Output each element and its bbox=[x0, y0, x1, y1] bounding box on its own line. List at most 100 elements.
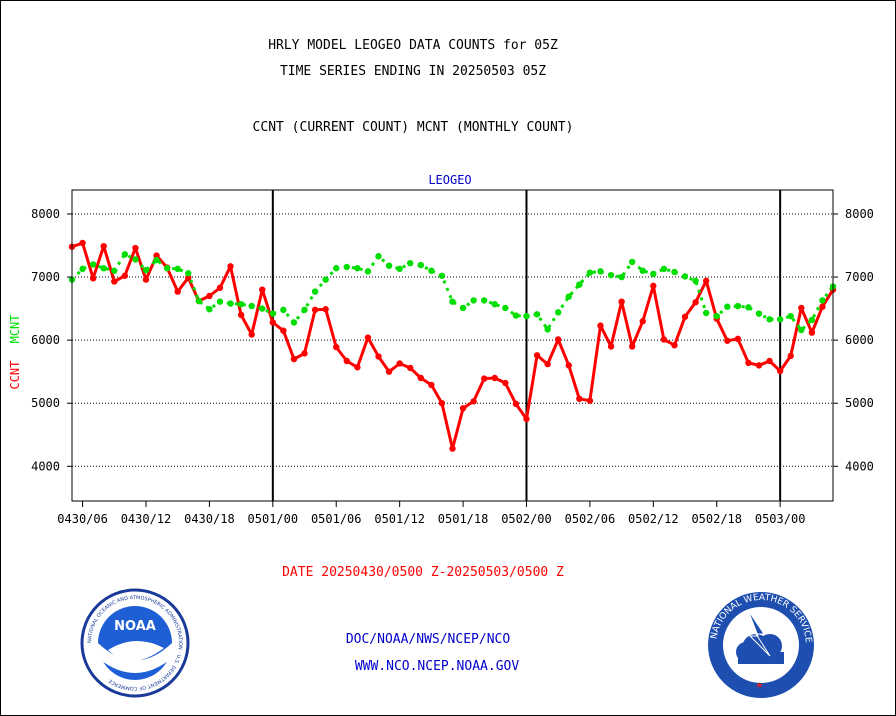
x-tick-label: 0501/18 bbox=[438, 512, 489, 526]
data-point-ccnt bbox=[459, 405, 467, 412]
data-point-mcnt bbox=[333, 265, 340, 272]
data-point-ccnt bbox=[650, 282, 657, 290]
data-point-mcnt bbox=[385, 262, 393, 269]
data-point-ccnt bbox=[354, 364, 361, 371]
data-point-ccnt bbox=[702, 277, 710, 285]
data-point-mcnt bbox=[639, 267, 646, 274]
data-point-ccnt bbox=[333, 343, 340, 351]
data-point-mcnt bbox=[227, 300, 234, 307]
data-point-mcnt bbox=[502, 304, 509, 312]
data-point-mcnt bbox=[671, 268, 678, 276]
data-point-ccnt bbox=[248, 331, 255, 338]
data-point-ccnt bbox=[301, 350, 308, 357]
data-point-mcnt bbox=[290, 319, 298, 326]
data-point-mcnt bbox=[142, 266, 150, 274]
data-point-mcnt bbox=[470, 297, 477, 304]
data-point-ccnt bbox=[597, 322, 604, 329]
x-tick-label: 0502/12 bbox=[628, 512, 679, 526]
data-point-ccnt bbox=[269, 319, 277, 326]
data-point-mcnt bbox=[650, 270, 657, 278]
noaa-logo: NOAA NATIONAL OCEANIC AND ATMOSPHERIC AD… bbox=[80, 588, 190, 698]
data-point-ccnt bbox=[607, 343, 615, 350]
data-point-ccnt bbox=[819, 303, 826, 310]
data-point-mcnt bbox=[745, 304, 752, 311]
data-point-ccnt bbox=[787, 352, 794, 360]
data-point-mcnt bbox=[396, 265, 403, 273]
data-point-mcnt bbox=[79, 265, 86, 273]
y-axis-label: CCNT MCNT bbox=[8, 314, 22, 389]
data-point-mcnt bbox=[375, 253, 382, 260]
axis-layer: 4000 4000 5000 5000 6000 6000 7000 7000 8000 8000… bbox=[31, 207, 874, 526]
data-point-ccnt bbox=[766, 357, 773, 365]
y-tick-label-right: 4000 bbox=[845, 459, 874, 473]
data-point-ccnt bbox=[216, 284, 224, 291]
data-point-mcnt bbox=[819, 297, 826, 304]
data-point-ccnt bbox=[142, 276, 150, 283]
data-point-ccnt bbox=[745, 359, 752, 367]
data-point-mcnt bbox=[322, 276, 329, 283]
data-point-ccnt bbox=[438, 400, 446, 407]
data-point-mcnt bbox=[407, 259, 414, 267]
data-point-mcnt bbox=[787, 312, 794, 320]
data-point-ccnt bbox=[322, 306, 329, 313]
data-point-ccnt bbox=[502, 379, 509, 387]
data-point-mcnt bbox=[163, 265, 171, 272]
data-point-ccnt bbox=[396, 360, 403, 367]
data-point-mcnt bbox=[576, 281, 583, 288]
data-point-ccnt bbox=[79, 239, 86, 247]
data-point-mcnt bbox=[428, 267, 435, 274]
data-point-ccnt bbox=[385, 368, 393, 375]
y-tick-label-right: 8000 bbox=[845, 207, 874, 221]
data-point-mcnt bbox=[618, 273, 625, 281]
data-point-mcnt bbox=[417, 261, 424, 269]
data-point-mcnt bbox=[206, 306, 213, 313]
x-tick-label: 0501/12 bbox=[374, 512, 425, 526]
data-point-ccnt bbox=[628, 343, 636, 350]
data-point-mcnt bbox=[248, 302, 255, 310]
y-tick-label-left: 6000 bbox=[31, 333, 60, 347]
data-point-ccnt bbox=[153, 252, 160, 259]
x-tick-label: 0502/18 bbox=[691, 512, 742, 526]
data-point-mcnt bbox=[449, 298, 456, 305]
data-point-ccnt bbox=[544, 360, 551, 368]
data-point-mcnt bbox=[776, 316, 784, 323]
data-point-mcnt bbox=[692, 277, 699, 285]
chart-subtitle: CCNT (CURRENT COUNT) MCNT (MONTHLY COUNT… bbox=[252, 120, 574, 135]
data-point-mcnt bbox=[597, 268, 604, 275]
data-point-mcnt bbox=[808, 316, 816, 324]
data-point-mcnt bbox=[185, 270, 192, 277]
data-point-mcnt bbox=[798, 326, 805, 334]
data-point-mcnt bbox=[111, 267, 118, 274]
data-point-ccnt bbox=[449, 445, 456, 452]
data-point-ccnt bbox=[132, 244, 139, 252]
data-point-ccnt bbox=[671, 341, 678, 349]
data-point-ccnt bbox=[470, 398, 477, 405]
data-point-mcnt bbox=[438, 272, 446, 279]
data-point-ccnt bbox=[407, 364, 414, 372]
data-point-ccnt bbox=[259, 286, 266, 293]
noaa-logo-text: NOAA bbox=[114, 619, 156, 634]
nws-logo: NATIONAL WEATHER SERVICE bbox=[708, 592, 814, 698]
chart-title-line1: HRLY MODEL LEOGEO DATA COUNTS for 05Z bbox=[268, 38, 558, 53]
data-point-mcnt bbox=[554, 309, 562, 316]
data-point-ccnt bbox=[227, 263, 234, 270]
data-point-ccnt bbox=[481, 375, 488, 382]
data-point-ccnt bbox=[554, 336, 562, 343]
data-point-mcnt bbox=[459, 304, 467, 312]
x-tick-label: 0502/00 bbox=[501, 512, 552, 526]
data-point-ccnt bbox=[681, 313, 689, 320]
series-layer bbox=[68, 239, 837, 452]
y-tick-label-left: 7000 bbox=[31, 270, 60, 284]
x-tick-label: 0502/06 bbox=[565, 512, 616, 526]
data-point-mcnt bbox=[354, 265, 361, 272]
data-point-mcnt bbox=[491, 300, 498, 308]
plot-title: LEOGEO bbox=[428, 173, 471, 187]
data-point-ccnt bbox=[280, 327, 287, 334]
data-point-ccnt bbox=[206, 292, 213, 300]
data-point-ccnt bbox=[343, 357, 351, 365]
data-point-ccnt bbox=[755, 362, 763, 369]
data-point-ccnt bbox=[364, 334, 372, 341]
data-point-ccnt bbox=[523, 415, 530, 423]
data-point-mcnt bbox=[100, 265, 107, 272]
data-point-ccnt bbox=[586, 397, 594, 404]
